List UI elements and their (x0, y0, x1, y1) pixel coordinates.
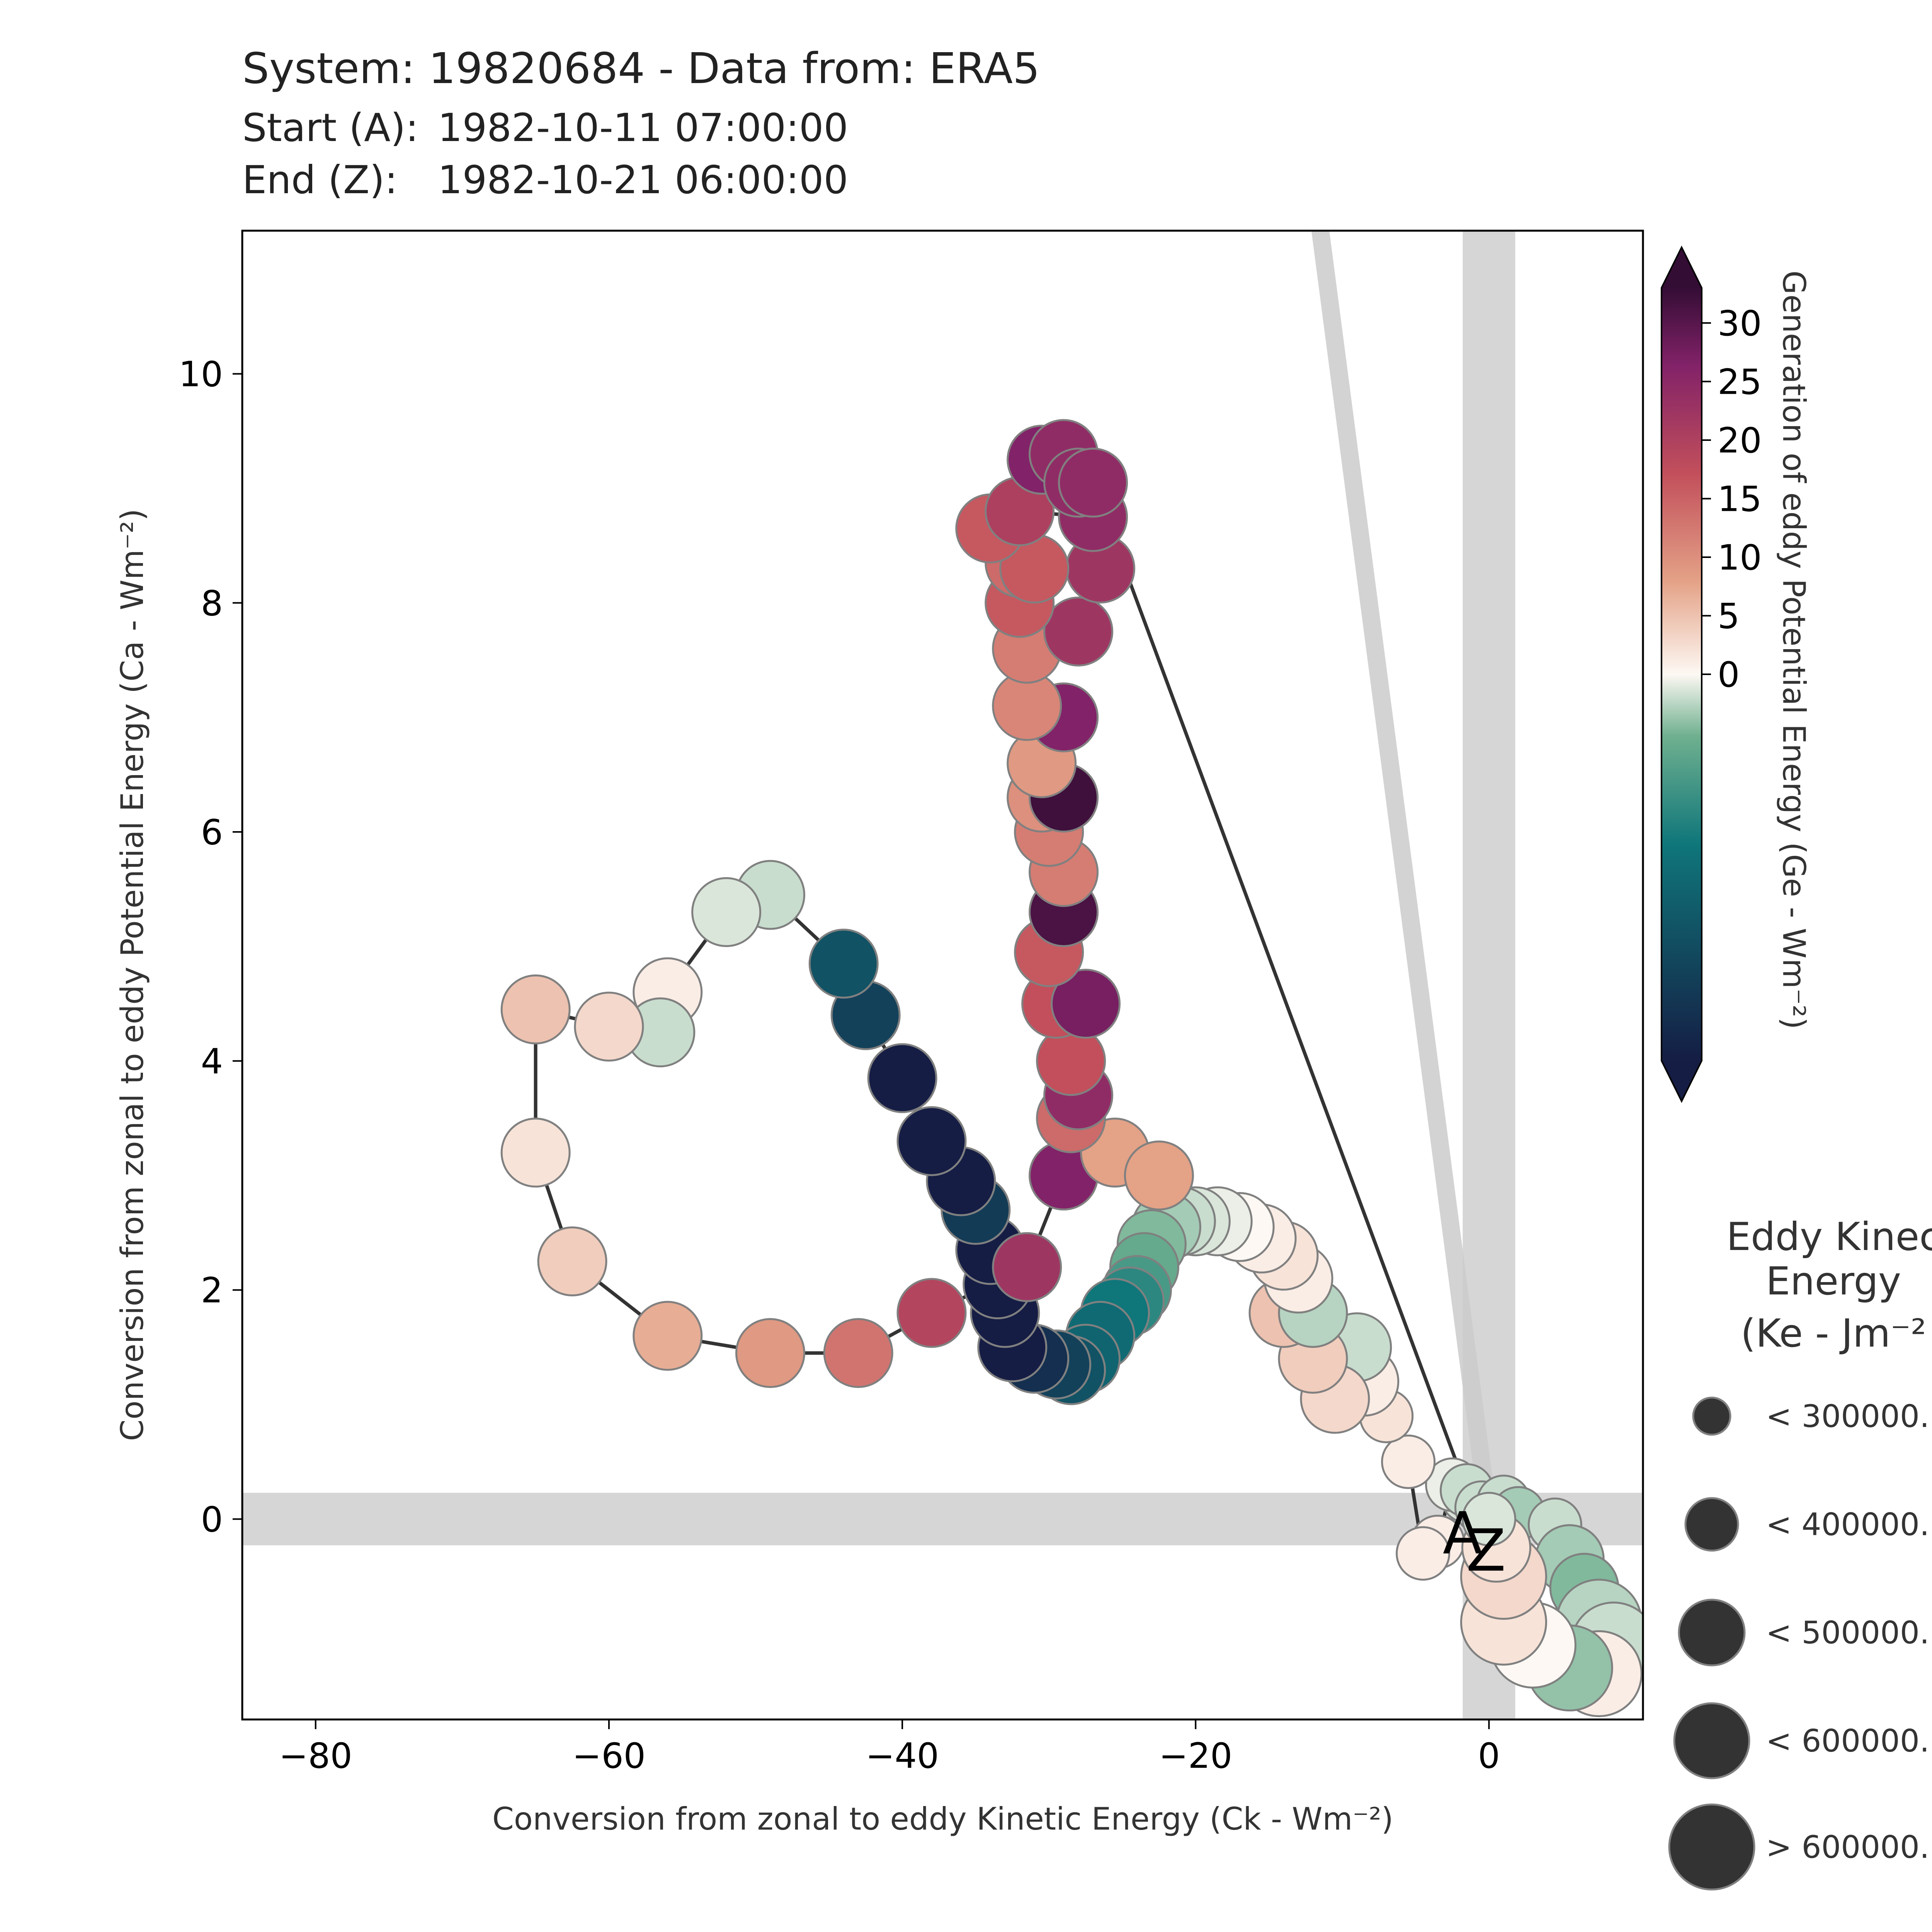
plot-area: AZ (242, 231, 1643, 1719)
colorbar-gradient (1662, 288, 1702, 1061)
legend-title-line-2: Energy (1766, 1259, 1901, 1304)
colorbar-tick-label: 10 (1718, 537, 1762, 578)
end-label: End (Z): (242, 157, 398, 202)
colorbar-outline (1661, 245, 1702, 1103)
data-point (1381, 1434, 1436, 1489)
x-tick-label: −80 (279, 1736, 352, 1776)
colorbar-tick-label: 15 (1718, 479, 1762, 519)
data-point (1124, 1140, 1194, 1211)
x-tick-label: −60 (572, 1736, 646, 1776)
size-legend: Eddy Kinec Energy (Ke - Jm⁻² < 300000. < … (1668, 1214, 1932, 1891)
y-axis: 0 2 4 6 8 10 (179, 354, 242, 1540)
legend-title-line-1: Eddy Kinec (1726, 1214, 1932, 1259)
colorbar-top-extension (1662, 247, 1702, 288)
y-axis-label: Conversion from zonal to eddy Potential … (114, 509, 150, 1441)
colorbar: 0 5 10 15 20 25 30 Generation of eddy Potentia… (1661, 245, 1812, 1103)
data-point (574, 992, 644, 1062)
legend-size-label: > 600000. (1766, 1829, 1929, 1865)
x-axis-label: Conversion from zonal to eddy Kinetic En… (492, 1801, 1393, 1837)
y-tick-label: 0 (201, 1499, 223, 1540)
data-point (691, 877, 762, 947)
start-label: Start (A): (242, 105, 418, 150)
y-tick-label: 2 (201, 1270, 223, 1311)
data-point (823, 1318, 893, 1388)
x-tick-label: 0 (1478, 1736, 1500, 1776)
data-point (1461, 1492, 1516, 1546)
legend-size-label: < 600000. (1766, 1723, 1929, 1759)
y-tick-label: 4 (201, 1041, 223, 1082)
data-point (1043, 596, 1114, 667)
data-point (735, 1318, 805, 1388)
colorbar-bottom-extension (1662, 1061, 1702, 1101)
legend-size-label: < 500000. (1766, 1615, 1929, 1651)
data-point (896, 1278, 967, 1348)
data-point (1396, 1526, 1451, 1581)
legend-size-label: < 400000. (1766, 1507, 1929, 1543)
y-tick-label: 8 (201, 583, 223, 624)
colorbar-tick-label: 30 (1718, 303, 1762, 344)
reference-diagonal (1311, 231, 1498, 1520)
data-point (992, 1232, 1062, 1302)
legend-size-marker (1692, 1396, 1731, 1436)
data-point (633, 1301, 703, 1371)
plot-frame (241, 230, 1644, 1721)
chart-title: System: 19820684 - Data from: ERA5 (242, 44, 1040, 93)
colorbar-tick-label: 5 (1718, 596, 1740, 636)
start-marker: A (1443, 1500, 1483, 1567)
legend-size-marker (1668, 1803, 1755, 1891)
end-value: 1982-10-21 06:00:00 (438, 157, 848, 202)
legend-size-label: < 300000. (1766, 1398, 1929, 1434)
legend-size-marker (1678, 1599, 1746, 1667)
start-value: 1982-10-11 07:00:00 (438, 105, 848, 150)
data-point (537, 1226, 607, 1296)
data-point (896, 1106, 967, 1176)
colorbar-tick-label: 25 (1718, 362, 1762, 402)
x-axis: −80 −60 −40 −20 0 (279, 1719, 1500, 1776)
data-point (500, 1117, 571, 1188)
legend-size-marker (1684, 1497, 1739, 1552)
data-point (1051, 969, 1121, 1039)
x-tick-label: −20 (1159, 1736, 1232, 1776)
legend-size-marker (1673, 1702, 1750, 1779)
y-tick-label: 6 (201, 812, 223, 853)
data-point (808, 929, 879, 999)
y-tick-label: 10 (179, 354, 223, 395)
data-point (867, 1043, 937, 1113)
colorbar-tick-label: 20 (1718, 420, 1762, 461)
colorbar-tick-label: 0 (1718, 655, 1740, 695)
data-point (500, 974, 571, 1044)
legend-title-line-3: (Ke - Jm⁻² (1741, 1311, 1927, 1356)
colorbar-label: Generation of eddy Potential Energy (Ge … (1776, 270, 1812, 1029)
data-point (1058, 447, 1128, 518)
end-marker: Z (1466, 1517, 1506, 1585)
x-tick-label: −40 (866, 1736, 939, 1776)
